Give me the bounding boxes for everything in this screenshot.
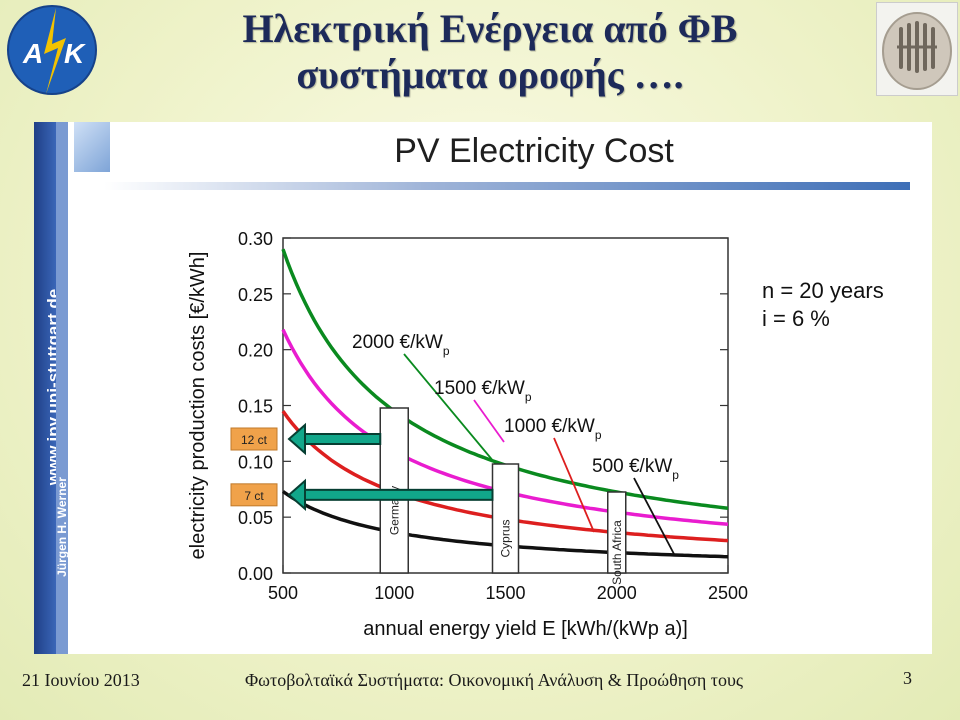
arrow-shaft-1 — [300, 488, 494, 501]
x-tick-label: 1000 — [374, 583, 414, 603]
corner-decoration — [74, 122, 110, 172]
arrow-tag-label-1: 7 ct — [244, 489, 264, 503]
svg-text:K: K — [64, 38, 86, 69]
footer-title: Φωτοβολταϊκά Συστήματα: Οικονομική Ανάλυ… — [245, 670, 744, 690]
svg-text:A: A — [22, 38, 43, 69]
title-underline — [104, 182, 910, 190]
x-tick-label: 1500 — [485, 583, 525, 603]
ancient-coin-image — [876, 2, 958, 96]
chart-panel: www.ipv.uni-stuttgart.de Jürgen H. Werne… — [34, 122, 932, 654]
x-tick-label: 2000 — [597, 583, 637, 603]
pv-cost-chart: 0.00 0.05 0.10 0.15 0.20 0.25 0.30 500 1000 1500 2… — [187, 229, 884, 640]
y-tick-label: 0.25 — [238, 285, 273, 305]
footer-date: 21 Ιουνίου 2013 — [22, 670, 140, 690]
slide-title-line1: Ηλεκτρική Ενέργεια από ΦΒ — [242, 6, 738, 51]
y-tick-label: 0.15 — [238, 397, 273, 417]
y-tick-label: 0.10 — [238, 452, 273, 472]
x-tick-label: 500 — [268, 583, 298, 603]
region-box-2 — [607, 491, 627, 574]
page-number: 3 — [903, 668, 912, 688]
y-axis-label: electricity production costs [€/kWh] — [187, 252, 209, 560]
annotation-pointer-2 — [553, 437, 595, 533]
annotation-pointer-0 — [403, 353, 505, 475]
atk-logo: A K — [7, 5, 97, 95]
region-box-1 — [491, 463, 520, 574]
y-tick-label: 0.30 — [238, 229, 273, 249]
arrow-tag-0 — [230, 427, 278, 451]
region-label-1: Cyprus — [499, 519, 513, 557]
x-axis-label: annual energy yield E [kWh/(kWp a)] — [363, 618, 688, 640]
chart-title: PV Electricity Cost — [394, 132, 674, 170]
param-label-0: n = 20 years — [762, 278, 884, 303]
arrow-tag-label-0: 12 ct — [241, 433, 268, 447]
arrow-tag-1 — [230, 483, 278, 507]
y-tick-label: 0.05 — [238, 508, 273, 528]
param-label-1: i = 6 % — [762, 306, 830, 331]
annotation-pointer-3 — [633, 477, 675, 555]
annotation-pointer-1 — [473, 399, 505, 443]
arrow-shaft-0 — [300, 433, 382, 445]
slide-title-line2: συστήματα οροφής …. — [296, 52, 684, 97]
y-tick-label: 0.20 — [238, 341, 273, 361]
sidebar-strip: www.ipv.uni-stuttgart.de — [34, 122, 63, 654]
arrow-head-1 — [287, 478, 306, 512]
slide-title: Ηλεκτρική Ενέργεια από ΦΒ συστήματα οροφ… — [200, 6, 780, 98]
x-tick-label: 2500 — [708, 583, 748, 603]
region-label-2: South Africa — [610, 520, 624, 585]
sidebar-author-strip: Jürgen H. Werner — [55, 122, 69, 654]
y-tick-label: 0.00 — [238, 564, 273, 584]
arrow-head-0 — [287, 422, 306, 456]
